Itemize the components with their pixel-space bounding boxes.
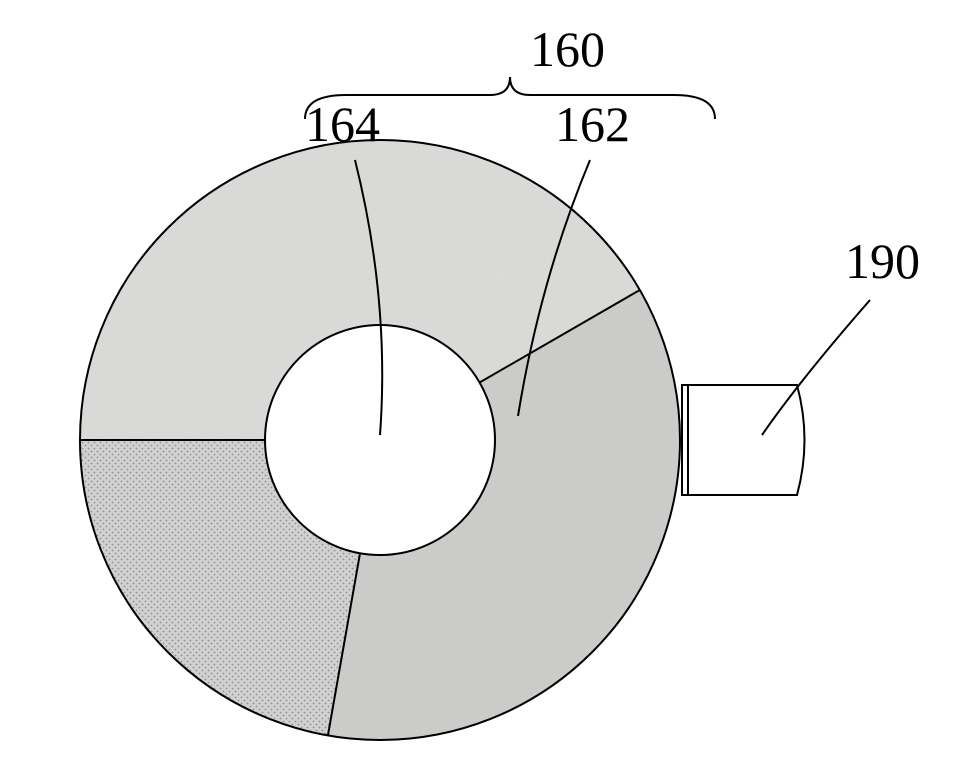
label-160: 160 bbox=[530, 20, 605, 78]
label-190: 190 bbox=[845, 232, 920, 290]
donut-inner-hole bbox=[265, 325, 495, 555]
diagram-root: 160 164 162 190 bbox=[0, 0, 974, 783]
label-162: 162 bbox=[555, 95, 630, 153]
donut-chart bbox=[80, 140, 680, 740]
label-164: 164 bbox=[305, 95, 380, 153]
diagram-svg bbox=[0, 0, 974, 783]
